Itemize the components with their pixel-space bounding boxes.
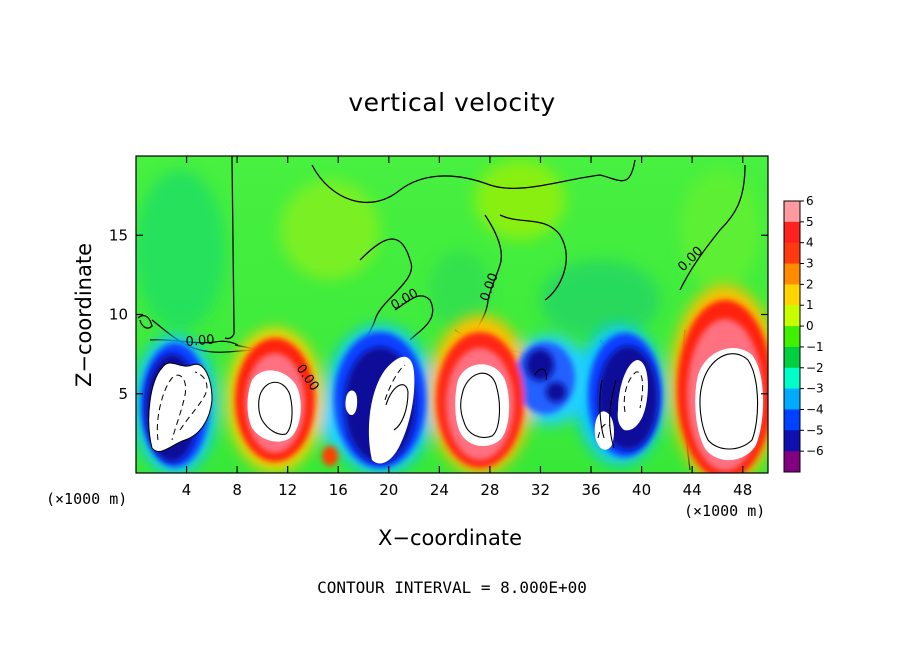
colorbar-tick-label: −3 [806, 382, 824, 396]
colorbar-tick-label: 2 [806, 277, 814, 291]
x-axis-label: X−coordinate [378, 526, 522, 550]
y-tick-label: 5 [118, 385, 128, 403]
colorbar-swatch [784, 242, 800, 265]
chart-title: vertical velocity [348, 88, 556, 117]
x-tick-label: 4 [182, 481, 192, 499]
x-unit-label-right: (×1000 m) [684, 502, 766, 520]
y-axis-label: Z−coordinate [72, 243, 96, 387]
colorbar-swatch [784, 430, 800, 452]
colorbar-tick-label: 4 [806, 236, 814, 250]
x-tick-label: 44 [683, 481, 702, 499]
x-tick-label: 28 [480, 481, 499, 499]
colorbar-frame [783, 200, 801, 473]
colorbar-swatch [784, 409, 800, 431]
x-tick-label: 8 [232, 481, 242, 499]
colorbar-swatch [784, 284, 800, 306]
colorbar-tick-label: −4 [806, 402, 824, 416]
x-tick-label: 36 [581, 481, 600, 499]
colorbar-swatch [784, 221, 800, 244]
colorbar-swatch [784, 367, 800, 390]
x-tick-label: 24 [430, 481, 449, 499]
x-tick-label: 40 [632, 481, 651, 499]
colorbar-swatch [784, 346, 800, 369]
velocity-cells [136, 285, 768, 473]
colorbar-swatch [784, 326, 800, 348]
colorbar-tick-label: 1 [806, 298, 814, 312]
colorbar-tick-label: −5 [806, 423, 824, 437]
x-tick-label: 48 [733, 481, 752, 499]
colorbar-swatch [784, 201, 800, 223]
x-tick-label: 32 [531, 481, 550, 499]
contour-label: 0.00 [185, 333, 215, 350]
x-tick-label: 20 [379, 481, 398, 499]
colorbar-tick-label: 0 [806, 319, 814, 333]
colorbar-swatch [784, 305, 800, 327]
colorbar-swatch [784, 451, 800, 473]
colorbar-tick-label: 3 [806, 257, 814, 271]
colorbar-tick-label: −1 [806, 340, 824, 354]
y-tick-label: 10 [109, 306, 128, 324]
colorbar-swatch [784, 263, 800, 285]
x-tick-label: 16 [329, 481, 348, 499]
contour-interval-note: CONTOUR INTERVAL = 8.000E+00 [317, 578, 587, 597]
y-axis: 5 10 15 [109, 226, 768, 403]
colorbar-tick-label: −6 [806, 444, 824, 458]
colorbar-tick-label: 6 [806, 194, 814, 208]
colorbar-tick-label: −2 [806, 361, 824, 375]
colorbar-swatch [784, 388, 800, 410]
x-unit-label-left: (×1000 m) [46, 490, 128, 508]
y-tick-label: 15 [109, 226, 128, 244]
x-axis: 4 8 12 16 20 24 28 32 36 40 44 48 [182, 156, 752, 499]
colorbar: 6 5 4 3 2 1 0 −1 −2 −3 −4 −5 −6 [783, 194, 824, 473]
colorbar-tick-label: 5 [806, 215, 814, 229]
x-tick-label: 12 [278, 481, 297, 499]
